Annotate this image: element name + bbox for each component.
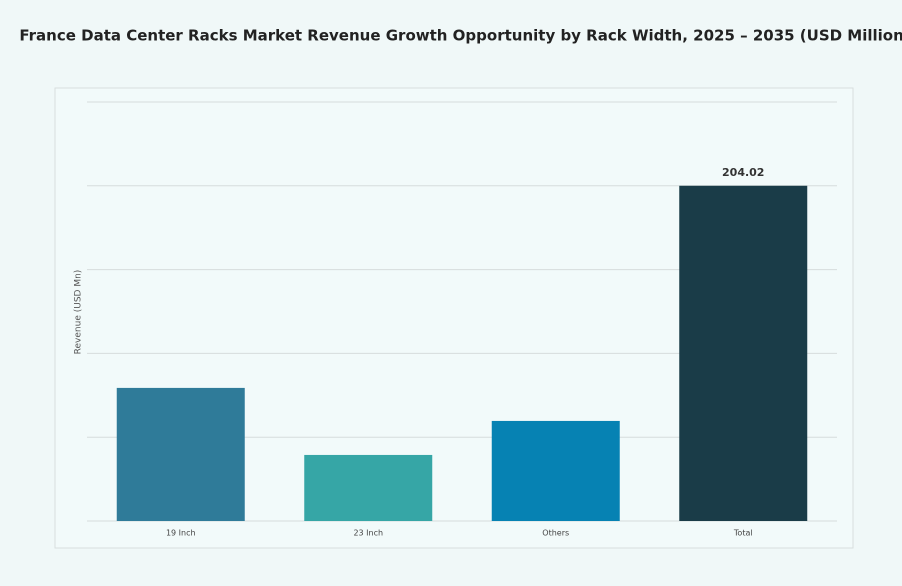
bar — [304, 454, 433, 521]
y-axis-label: Revenue (USD Mn) — [74, 270, 84, 355]
bar — [679, 185, 808, 521]
x-tick-label: Others — [542, 529, 569, 538]
value-label: 204.02 — [722, 166, 764, 179]
chart-title: France Data Center Racks Market Revenue … — [19, 27, 902, 45]
x-tick-label: Total — [733, 529, 753, 538]
x-tick-label: 23 Inch — [353, 529, 383, 538]
x-tick-label: 19 Inch — [166, 529, 196, 538]
bar — [116, 387, 245, 521]
bar — [491, 420, 620, 521]
